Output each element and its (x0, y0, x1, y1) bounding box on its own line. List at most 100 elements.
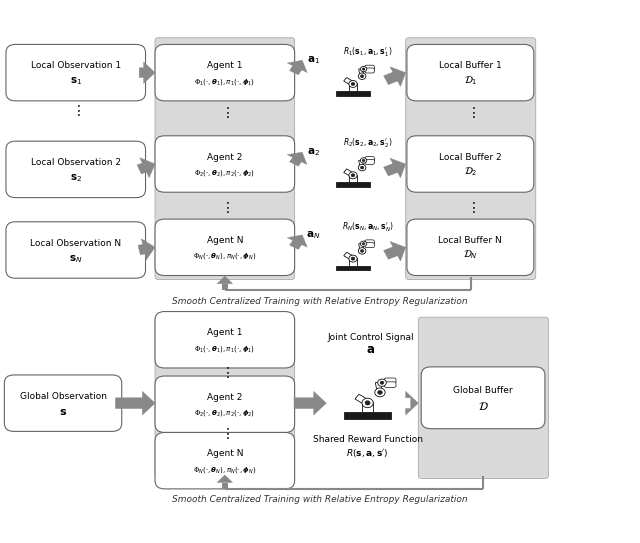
FancyBboxPatch shape (155, 45, 294, 101)
Text: $R_1(\mathbf{s}_1,\mathbf{a}_1,\mathbf{s}_1')$: $R_1(\mathbf{s}_1,\mathbf{a}_1,\mathbf{s… (343, 46, 392, 59)
Bar (221, 483, 228, 489)
Text: Agent 2: Agent 2 (207, 393, 243, 402)
Bar (362, 402, 372, 413)
FancyBboxPatch shape (6, 141, 145, 198)
Polygon shape (383, 67, 406, 86)
Text: Smooth Centralized Training with Relative Entropy Regularization: Smooth Centralized Training with Relativ… (172, 296, 468, 306)
Text: $\mathbf{a}$: $\mathbf{a}$ (366, 343, 375, 356)
Text: $\Phi_N(\cdot,\boldsymbol{\theta}_N),\pi_N(\cdot,\boldsymbol{\phi}_N)$: $\Phi_N(\cdot,\boldsymbol{\theta}_N),\pi… (193, 250, 257, 261)
Polygon shape (406, 392, 419, 415)
FancyBboxPatch shape (6, 45, 145, 101)
Circle shape (362, 68, 365, 70)
Polygon shape (138, 239, 155, 260)
Text: $\vdots$: $\vdots$ (220, 199, 230, 214)
Text: $\mathbf{a}_2$: $\mathbf{a}_2$ (307, 146, 320, 158)
FancyBboxPatch shape (365, 243, 374, 248)
Polygon shape (358, 160, 364, 169)
Circle shape (365, 401, 370, 405)
FancyBboxPatch shape (407, 45, 534, 101)
FancyBboxPatch shape (155, 37, 294, 280)
Circle shape (380, 381, 384, 384)
FancyBboxPatch shape (385, 382, 396, 388)
Text: $\Phi_N(\cdot,\boldsymbol{\theta}_N),\pi_N(\cdot,\boldsymbol{\phi}_N)$: $\Phi_N(\cdot,\boldsymbol{\theta}_N),\pi… (193, 464, 257, 475)
Circle shape (362, 159, 365, 162)
Text: Local Buffer 2: Local Buffer 2 (439, 153, 502, 161)
Circle shape (360, 75, 364, 78)
Polygon shape (344, 252, 356, 261)
Polygon shape (294, 392, 326, 415)
Circle shape (360, 66, 367, 72)
Polygon shape (358, 243, 364, 252)
Circle shape (349, 80, 357, 87)
Circle shape (378, 390, 382, 394)
Circle shape (349, 255, 357, 262)
FancyBboxPatch shape (155, 136, 294, 192)
Circle shape (351, 257, 355, 260)
Polygon shape (139, 62, 155, 84)
Text: $\mathcal{D}$: $\mathcal{D}$ (477, 400, 488, 412)
FancyBboxPatch shape (406, 37, 536, 280)
Text: $\mathbf{s}_N$: $\mathbf{s}_N$ (69, 252, 83, 264)
FancyBboxPatch shape (421, 367, 545, 429)
Polygon shape (216, 475, 233, 483)
Bar (349, 258, 356, 266)
FancyBboxPatch shape (365, 160, 374, 165)
Polygon shape (344, 169, 356, 178)
Text: Local Buffer N: Local Buffer N (438, 236, 502, 245)
Text: $R_2(\mathbf{s}_2,\mathbf{a}_2,\mathbf{s}_2')$: $R_2(\mathbf{s}_2,\mathbf{a}_2,\mathbf{s… (343, 137, 392, 150)
Bar (349, 175, 356, 182)
Text: Local Observation N: Local Observation N (30, 238, 122, 248)
Bar (221, 284, 228, 291)
Text: Agent N: Agent N (207, 449, 243, 458)
Polygon shape (115, 392, 155, 415)
FancyBboxPatch shape (365, 240, 374, 245)
Text: Agent N: Agent N (207, 236, 243, 245)
Polygon shape (375, 382, 383, 395)
Text: Local Observation 2: Local Observation 2 (31, 158, 121, 167)
Text: $\mathcal{D}_2$: $\mathcal{D}_2$ (463, 165, 477, 178)
Polygon shape (355, 394, 372, 407)
FancyBboxPatch shape (155, 219, 294, 275)
Text: $\mathbf{s}_2$: $\mathbf{s}_2$ (70, 172, 82, 184)
Text: $R_N(\mathbf{s}_N,\mathbf{a}_N,\mathbf{s}_N')$: $R_N(\mathbf{s}_N,\mathbf{a}_N,\mathbf{s… (342, 220, 394, 233)
Polygon shape (287, 152, 307, 166)
Circle shape (360, 249, 364, 252)
Bar (335, 266, 371, 270)
Text: $R(\mathbf{s},\mathbf{a},\mathbf{s}')$: $R(\mathbf{s},\mathbf{a},\mathbf{s}')$ (346, 447, 389, 459)
Circle shape (362, 243, 365, 245)
Circle shape (362, 398, 373, 408)
Text: Local Observation 1: Local Observation 1 (31, 61, 121, 70)
Text: Agent 2: Agent 2 (207, 153, 243, 161)
Polygon shape (137, 157, 155, 178)
Text: $\Phi_2(\cdot,\boldsymbol{\theta}_2),\pi_2(\cdot,\boldsymbol{\phi}_2)$: $\Phi_2(\cdot,\boldsymbol{\theta}_2),\pi… (195, 407, 255, 418)
Polygon shape (383, 158, 406, 178)
Polygon shape (287, 60, 307, 75)
FancyBboxPatch shape (407, 219, 534, 275)
Polygon shape (216, 276, 233, 284)
Polygon shape (358, 68, 364, 78)
Text: $\mathcal{D}_N$: $\mathcal{D}_N$ (463, 249, 477, 261)
Text: $\Phi_2(\cdot,\boldsymbol{\theta}_2),\pi_2(\cdot,\boldsymbol{\phi}_2)$: $\Phi_2(\cdot,\boldsymbol{\theta}_2),\pi… (195, 167, 255, 178)
Text: Joint Control Signal: Joint Control Signal (328, 333, 414, 342)
Text: Local Buffer 1: Local Buffer 1 (439, 61, 502, 70)
Text: $\vdots$: $\vdots$ (220, 365, 230, 380)
Text: $\vdots$: $\vdots$ (465, 105, 475, 121)
Text: $\vdots$: $\vdots$ (465, 199, 475, 214)
Text: $\Phi_1(\cdot,\boldsymbol{\theta}_1),\pi_1(\cdot,\boldsymbol{\phi}_1)$: $\Phi_1(\cdot,\boldsymbol{\theta}_1),\pi… (195, 75, 255, 87)
Polygon shape (344, 78, 356, 87)
Text: $\Phi_1(\cdot,\boldsymbol{\theta}_1),\pi_1(\cdot,\boldsymbol{\phi}_1)$: $\Phi_1(\cdot,\boldsymbol{\theta}_1),\pi… (195, 343, 255, 354)
FancyBboxPatch shape (155, 376, 294, 432)
FancyBboxPatch shape (419, 317, 548, 478)
Bar (349, 84, 356, 91)
Text: $\mathbf{s}_1$: $\mathbf{s}_1$ (70, 75, 82, 87)
Circle shape (378, 379, 387, 387)
Text: $\vdots$: $\vdots$ (71, 103, 81, 118)
Circle shape (358, 248, 366, 254)
Bar (335, 91, 371, 96)
Text: $\mathbf{s}$: $\mathbf{s}$ (59, 407, 67, 417)
Polygon shape (287, 235, 307, 249)
Text: Agent 1: Agent 1 (207, 61, 243, 70)
Text: Global Buffer: Global Buffer (453, 386, 513, 395)
Circle shape (360, 241, 367, 247)
Text: $\vdots$: $\vdots$ (220, 105, 230, 121)
